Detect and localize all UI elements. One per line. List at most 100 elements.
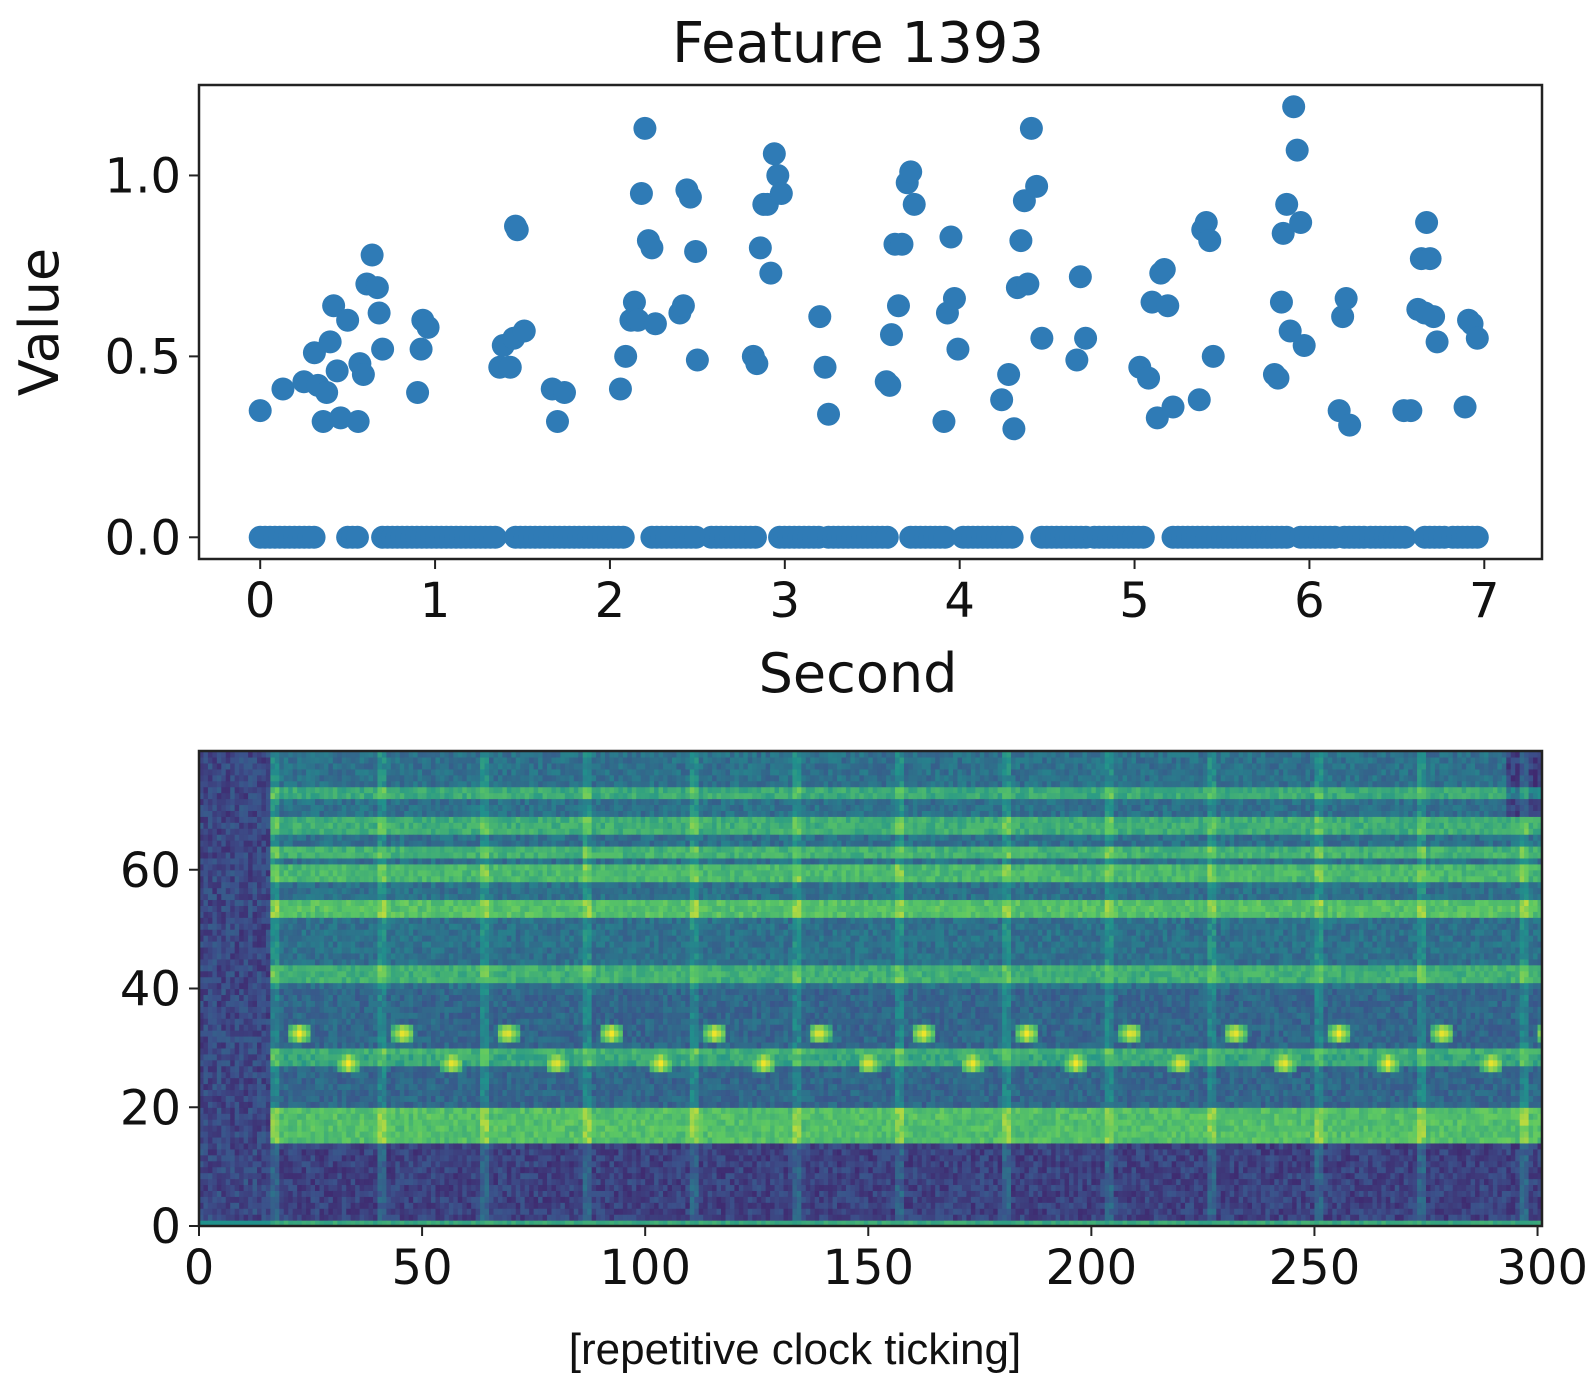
heatmap-cell [377,1178,383,1186]
heatmap-cell [426,1053,432,1061]
heatmap-cell [225,929,231,936]
scatter-ticks: 0 1 2 3 4 5 6 70.00.51.0 [105,148,1500,629]
heatmap-cell [404,1030,410,1037]
heatmap-cell [239,846,245,853]
heatmap-cell [373,976,379,984]
heatmap-cell [199,834,205,841]
heatmap-cell [364,905,370,912]
heatmap-cell [301,970,307,978]
heatmap-cell [301,840,307,847]
heatmap-cell [395,1125,401,1132]
heatmap-cell [270,941,276,948]
heatmap-cell [279,1131,285,1138]
heatmap-cell [207,958,213,966]
heatmap-cell [301,1000,307,1007]
heatmap-cell [439,1136,445,1144]
heatmap-cell [230,929,236,936]
heatmap-cell [373,1119,379,1126]
heatmap-cell [283,1047,289,1055]
heatmap-cell [364,863,370,871]
heatmap-cell [381,935,387,942]
heatmap-cell [328,1083,334,1091]
heatmap-cell [395,1142,401,1150]
heatmap-cell [274,1047,280,1055]
heatmap-cell [257,976,263,984]
heatmap-cell [426,964,432,972]
heatmap-cell [248,988,254,996]
heatmap-cell [323,1036,329,1043]
heatmap-cell [332,756,338,764]
heatmap-cell [323,1047,329,1055]
heatmap-cell [390,828,396,835]
heatmap-cell [234,941,240,948]
heatmap-cell [288,964,294,972]
heatmap-cell [199,846,205,853]
heatmap-cell [225,952,231,960]
heatmap-cell [310,1101,316,1108]
heatmap-cell [368,1071,374,1079]
heatmap-cell [207,1018,213,1025]
heatmap-cell [207,964,213,972]
heatmap-cell [453,1208,459,1215]
heatmap-cell [448,1172,454,1180]
heatmap-cell [265,1036,271,1043]
heatmap-cell [390,1131,396,1138]
heatmap-cell [390,1113,396,1120]
heatmap-cell [408,982,414,990]
heatmap-cell [288,1172,294,1180]
heatmap-cell [355,1065,361,1073]
heatmap-cell [252,881,258,889]
heatmap-cell [404,994,410,1001]
heatmap-cell [377,1202,383,1209]
heatmap-cell [350,863,356,871]
heatmap-cell [386,846,392,853]
heatmap-cell [239,946,245,954]
data-point [1194,210,1218,234]
heatmap-cell [323,1089,329,1096]
heatmap-cell [306,822,312,829]
heatmap-cell [279,958,285,966]
heatmap-cell [297,1184,303,1191]
heatmap-cell [230,923,236,930]
heatmap-cell [279,804,285,811]
heatmap-cell [212,1036,218,1043]
heatmap-cell [448,1036,454,1043]
heatmap-cell [448,768,454,776]
heatmap-cell [341,1065,347,1073]
heatmap-cell [346,988,352,996]
data-point-zero [611,525,635,549]
heatmap-cell [234,964,240,972]
heatmap-cell [319,857,325,865]
heatmap-cell [332,982,338,990]
heatmap-cell [270,1136,276,1144]
heatmap-cell [243,863,249,871]
heatmap-cell [230,1142,236,1150]
heatmap-cell [439,935,445,942]
heatmap-cell [297,1047,303,1055]
heatmap-cell [355,863,361,871]
heatmap-cell [207,976,213,984]
heatmap-cell [306,905,312,912]
heatmap-cell [395,1202,401,1209]
heatmap-cell [359,1012,365,1019]
heatmap-cell [270,1131,276,1138]
heatmap-cell [323,1178,329,1186]
heatmap-cell [292,923,298,930]
heatmap-cell [274,1071,280,1079]
heatmap-cell [315,1071,321,1079]
heatmap-cell [288,1047,294,1055]
heatmap-cell [413,1083,419,1091]
heatmap-cell [279,863,285,871]
heatmap-cell [359,899,365,906]
data-point [406,381,430,405]
heatmap-cell [265,1071,271,1079]
heatmap-cell [444,1053,450,1061]
heatmap-cell [355,1053,361,1061]
heatmap-cell [279,1030,285,1037]
heatmap-cell [368,774,374,782]
heatmap-cell [279,964,285,972]
heatmap-cell [216,935,222,942]
heatmap-cell [435,1012,441,1019]
heatmap-cell [257,887,263,895]
heatmap-cell [439,869,445,877]
